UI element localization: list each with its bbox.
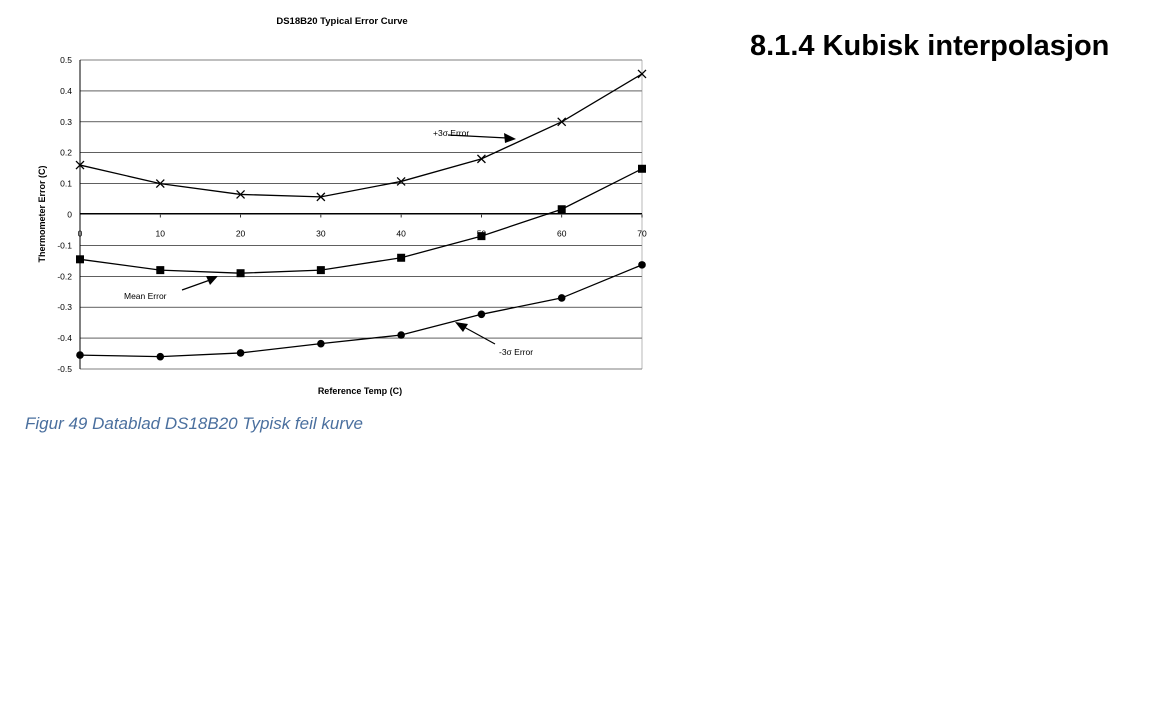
data-point-minus3sigma — [477, 310, 486, 319]
chart-title: DS18B20 Typical Error Curve — [276, 16, 407, 27]
series-line-0 — [79, 73, 643, 198]
y-tick-label: -0.1 — [57, 240, 72, 250]
data-point-mean — [397, 253, 406, 262]
annotation-mean-arrowhead — [206, 276, 218, 285]
y-tick-label: -0.2 — [57, 271, 72, 281]
section-heading: 8.1.4 Kubisk interpolasjon — [750, 30, 1110, 62]
annotation-plus-3sigma: +3σ Error — [433, 128, 516, 143]
data-point-minus3sigma — [557, 294, 566, 302]
y-tick-label: 0.3 — [60, 117, 72, 127]
data-point-minus3sigma — [397, 331, 405, 339]
annotation-minus-3sigma-label: -3σ Error — [499, 347, 533, 357]
y-tick-label: 0.4 — [60, 86, 72, 96]
data-point-minus3sigma — [317, 339, 325, 348]
data-point-minus3sigma — [638, 261, 646, 269]
y-tick-label: -0.3 — [57, 302, 72, 312]
figure-caption: Figur 49 Datablad DS18B20 Typisk feil ku… — [25, 414, 363, 433]
annotation-mean-arrow — [181, 279, 211, 291]
data-point-plus3sigma — [155, 179, 165, 189]
series-line-2 — [79, 264, 643, 358]
grid-lines — [80, 59, 643, 370]
data-point-mean — [316, 266, 325, 275]
annotation-minus-3sigma-arrow — [463, 326, 496, 345]
annotation-plus-3sigma-arrowhead — [504, 133, 516, 143]
series-layer — [75, 69, 647, 361]
annotation-minus-3sigma-arrowhead — [455, 322, 468, 332]
data-point-mean — [638, 164, 646, 173]
x-axis-label: Reference Temp (C) — [318, 386, 402, 396]
data-point-plus3sigma — [557, 117, 567, 127]
y-tick-label: -0.5 — [57, 364, 72, 374]
y-tick-label: -0.4 — [57, 333, 72, 343]
annotation-minus-3sigma: -3σ Error — [455, 322, 533, 357]
y-tick-label: 0.5 — [60, 55, 72, 65]
y-tick-label: 0.1 — [60, 179, 72, 189]
data-point-mean — [236, 269, 245, 278]
x-tick-label: 10 — [156, 229, 166, 239]
data-point-minus3sigma — [236, 349, 245, 357]
annotation-plus-3sigma-label: +3σ Error — [433, 128, 469, 138]
y-axis-label: Thermometer Error (C) — [37, 165, 47, 262]
annotation-plus-3sigma-arrow — [447, 134, 508, 139]
data-point-plus3sigma — [236, 189, 246, 199]
data-point-plus3sigma — [316, 192, 326, 202]
x-tick-label: 70 — [637, 229, 647, 239]
data-point-plus3sigma — [476, 154, 486, 164]
x-tick-label: 60 — [557, 229, 567, 239]
error-curve-chart: DS18B20 Typical Error Curve 0.5 0.4 0.3 0.2… — [37, 16, 647, 396]
x-tick-label: 30 — [316, 229, 326, 239]
data-point-mean — [156, 266, 165, 275]
data-point-plus3sigma — [396, 176, 406, 186]
x-tick-labels: 010203040506070 — [78, 214, 647, 239]
x-tick-label: 20 — [236, 229, 246, 239]
y-tick-label: 0 — [67, 210, 72, 220]
y-tick-labels: 0.5 0.4 0.3 0.2 0.1 0 -0.1 -0.2 -0.3 -0.4 -0.5 — [57, 55, 72, 374]
data-point-mean — [477, 232, 486, 241]
y-tick-label: 0.2 — [60, 148, 72, 158]
annotation-mean-label: Mean Error — [124, 291, 167, 301]
data-point-plus3sigma — [637, 69, 647, 79]
data-point-mean — [557, 205, 566, 214]
data-point-minus3sigma — [156, 352, 165, 361]
annotation-mean: Mean Error — [124, 276, 218, 301]
x-tick-label: 40 — [396, 229, 406, 239]
